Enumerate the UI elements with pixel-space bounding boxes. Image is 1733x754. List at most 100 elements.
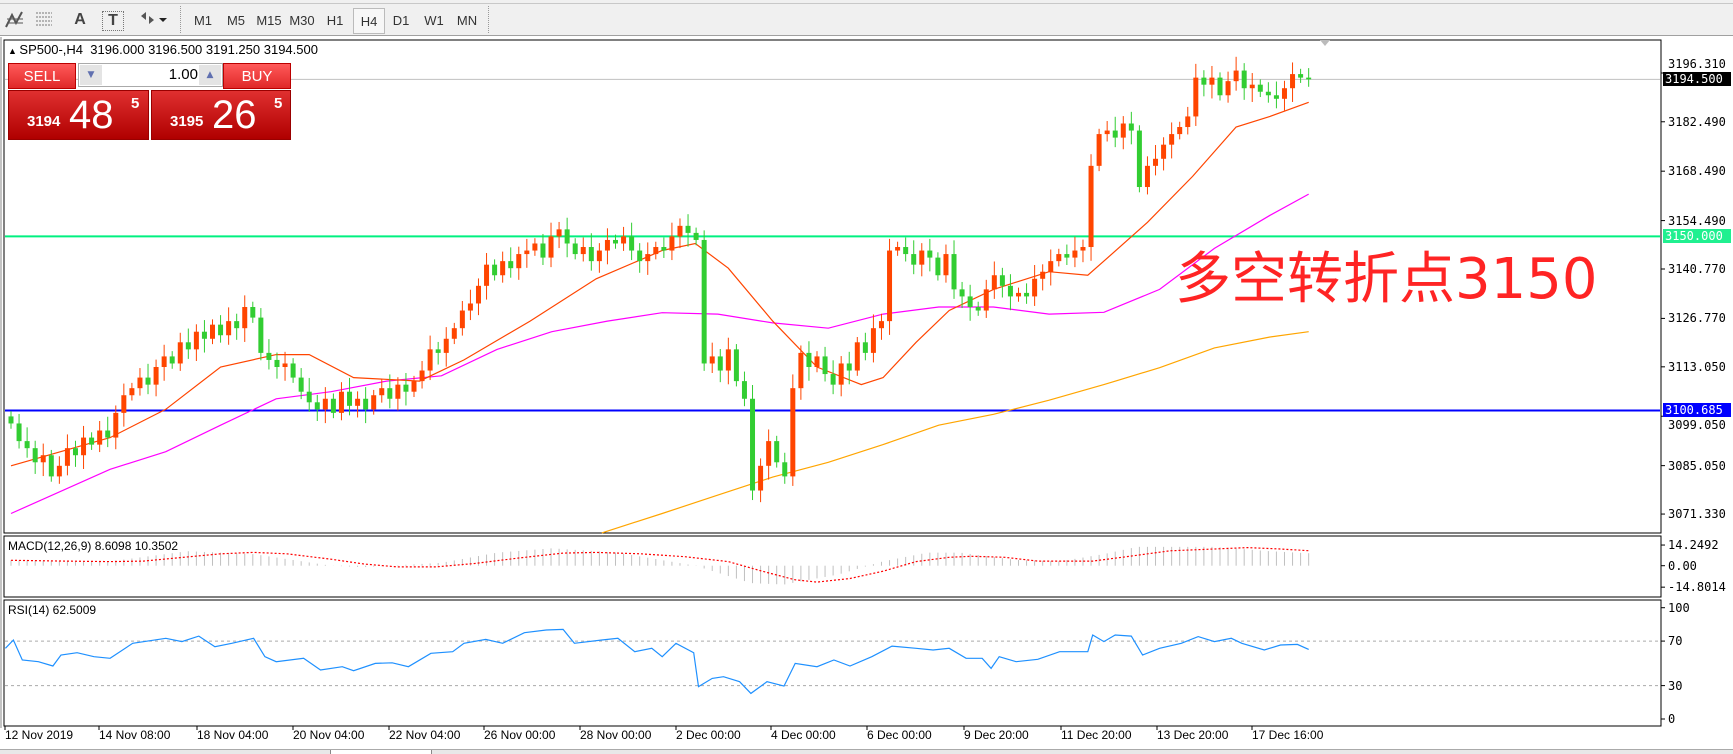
candle[interactable] <box>983 279 989 318</box>
candle[interactable] <box>218 315 224 343</box>
candle[interactable] <box>475 278 481 316</box>
candle[interactable] <box>1153 145 1159 176</box>
candle[interactable] <box>588 233 594 271</box>
candle[interactable] <box>161 344 167 381</box>
candle[interactable] <box>991 261 997 299</box>
timeframe-h4[interactable]: H4 <box>353 8 385 34</box>
candle[interactable] <box>927 238 933 272</box>
candle[interactable] <box>185 328 191 359</box>
candle[interactable] <box>1225 71 1231 103</box>
lot-increase-icon[interactable]: ▲ <box>199 65 221 85</box>
candle[interactable] <box>435 341 441 365</box>
candle[interactable] <box>1249 73 1255 102</box>
candle[interactable] <box>153 359 159 397</box>
candle[interactable] <box>1265 82 1271 103</box>
candle[interactable] <box>1209 65 1215 99</box>
candle[interactable] <box>32 440 38 474</box>
candle[interactable] <box>210 319 215 345</box>
candle[interactable] <box>97 420 103 453</box>
candle[interactable] <box>967 284 973 321</box>
candle[interactable] <box>838 356 844 397</box>
candle[interactable] <box>338 382 344 421</box>
candle[interactable] <box>492 259 498 281</box>
candle[interactable] <box>516 246 522 280</box>
candle[interactable] <box>798 345 804 400</box>
candle[interactable] <box>1217 72 1223 101</box>
candle[interactable] <box>1112 116 1118 148</box>
candle[interactable] <box>467 289 473 321</box>
candle[interactable] <box>532 238 538 256</box>
candle[interactable] <box>1032 265 1038 306</box>
candle[interactable] <box>129 382 135 401</box>
candle[interactable] <box>935 252 941 281</box>
candle[interactable] <box>234 313 240 340</box>
candle[interactable] <box>508 247 514 278</box>
candle[interactable] <box>1120 116 1126 150</box>
sell-price[interactable]: 3194 48 5 <box>8 90 149 140</box>
candle[interactable] <box>48 449 54 482</box>
candle[interactable] <box>951 240 957 299</box>
candle[interactable] <box>1290 62 1296 102</box>
candle[interactable] <box>242 295 248 342</box>
text-label-icon[interactable]: T <box>102 11 124 31</box>
candle[interactable] <box>1201 70 1207 97</box>
candle[interactable] <box>596 243 602 273</box>
candle[interactable] <box>580 237 586 262</box>
candle[interactable] <box>959 281 965 309</box>
candle[interactable] <box>709 342 715 374</box>
candle[interactable] <box>1048 249 1054 286</box>
collapse-triangle-icon[interactable]: ▲ <box>8 46 20 56</box>
candle[interactable] <box>347 377 353 416</box>
lot-size-input[interactable]: 1.00 <box>168 66 198 83</box>
candle[interactable] <box>1088 154 1094 261</box>
candle[interactable] <box>177 332 183 371</box>
candle[interactable] <box>548 222 554 268</box>
candle[interactable] <box>540 233 546 266</box>
candle[interactable] <box>878 313 884 340</box>
candle[interactable] <box>427 335 433 381</box>
candle[interactable] <box>1257 79 1263 98</box>
candle[interactable] <box>693 227 699 246</box>
candle[interactable] <box>1007 274 1013 311</box>
candle[interactable] <box>8 411 14 429</box>
candle[interactable] <box>395 377 401 411</box>
scrollbar-thumb[interactable] <box>330 750 432 754</box>
candle[interactable] <box>854 337 860 376</box>
candle[interactable] <box>1298 68 1304 83</box>
candle[interactable] <box>274 352 280 379</box>
candle[interactable] <box>1096 128 1102 172</box>
elliott-wave-icon[interactable] <box>2 8 28 32</box>
candle[interactable] <box>669 222 675 261</box>
candle[interactable] <box>685 214 691 247</box>
candle[interactable] <box>1177 121 1183 140</box>
candle[interactable] <box>145 363 151 395</box>
candle[interactable] <box>201 320 207 353</box>
candle[interactable] <box>1193 63 1199 126</box>
candle[interactable] <box>999 267 1005 298</box>
candle[interactable] <box>556 221 562 249</box>
candle[interactable] <box>629 222 635 261</box>
candle[interactable] <box>322 387 328 424</box>
timeframe-m1[interactable]: M1 <box>193 12 213 28</box>
candle[interactable] <box>371 389 377 415</box>
horizontal-scrollbar[interactable] <box>0 749 1733 754</box>
candle[interactable] <box>741 371 747 407</box>
candle[interactable] <box>1161 137 1167 171</box>
candle[interactable] <box>830 360 836 395</box>
candle[interactable] <box>1016 287 1021 302</box>
sell-button[interactable]: SELL <box>8 63 76 89</box>
candle[interactable] <box>81 425 87 469</box>
candle[interactable] <box>846 351 852 385</box>
candle[interactable] <box>363 387 369 424</box>
candle[interactable] <box>266 339 272 370</box>
candle[interactable] <box>790 374 796 486</box>
candle[interactable] <box>903 237 909 262</box>
candle[interactable] <box>250 301 256 323</box>
candle[interactable] <box>758 458 764 503</box>
candle[interactable] <box>1056 248 1062 267</box>
candle[interactable] <box>637 243 643 273</box>
candle[interactable] <box>766 429 772 480</box>
candle[interactable] <box>524 238 530 268</box>
candle[interactable] <box>919 243 925 277</box>
candle[interactable] <box>105 416 111 448</box>
